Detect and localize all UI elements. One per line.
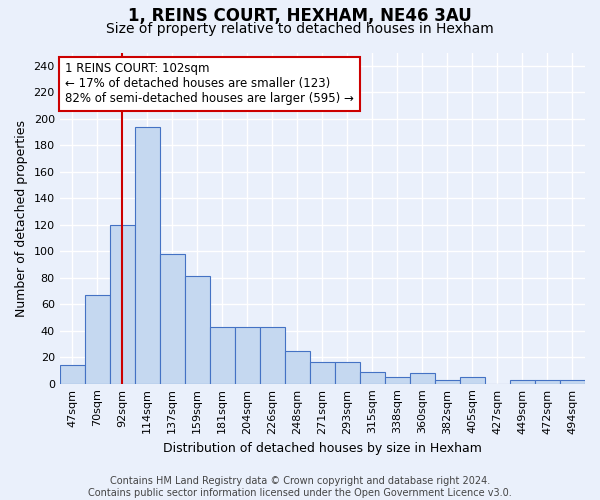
Bar xyxy=(535,380,560,384)
Bar xyxy=(285,350,310,384)
Bar xyxy=(335,362,360,384)
Bar xyxy=(510,380,535,384)
Bar xyxy=(59,365,85,384)
Text: 1, REINS COURT, HEXHAM, NE46 3AU: 1, REINS COURT, HEXHAM, NE46 3AU xyxy=(128,8,472,26)
Bar xyxy=(185,276,210,384)
Bar xyxy=(410,373,435,384)
Bar xyxy=(460,377,485,384)
Text: 1 REINS COURT: 102sqm
← 17% of detached houses are smaller (123)
82% of semi-det: 1 REINS COURT: 102sqm ← 17% of detached … xyxy=(65,62,354,106)
Bar xyxy=(210,326,235,384)
Bar xyxy=(110,224,135,384)
Bar xyxy=(235,326,260,384)
Bar xyxy=(435,380,460,384)
Bar xyxy=(260,326,285,384)
Text: Size of property relative to detached houses in Hexham: Size of property relative to detached ho… xyxy=(106,22,494,36)
Y-axis label: Number of detached properties: Number of detached properties xyxy=(15,120,28,316)
Bar xyxy=(310,362,335,384)
Bar xyxy=(135,126,160,384)
Bar xyxy=(385,377,410,384)
Bar xyxy=(560,380,585,384)
Text: Contains HM Land Registry data © Crown copyright and database right 2024.
Contai: Contains HM Land Registry data © Crown c… xyxy=(88,476,512,498)
Bar xyxy=(160,254,185,384)
Bar xyxy=(85,295,110,384)
Bar xyxy=(360,372,385,384)
X-axis label: Distribution of detached houses by size in Hexham: Distribution of detached houses by size … xyxy=(163,442,482,455)
